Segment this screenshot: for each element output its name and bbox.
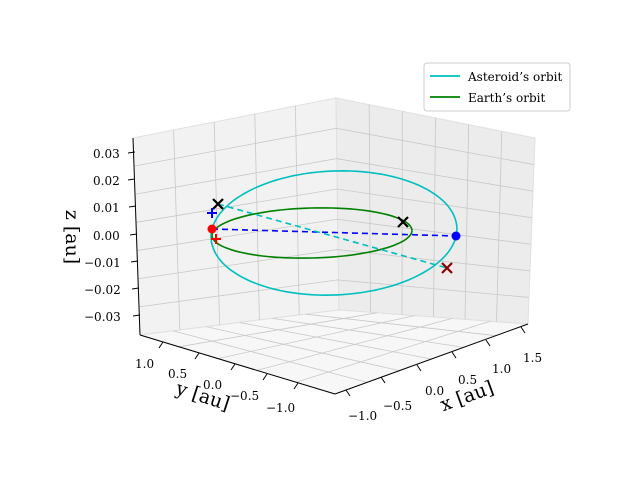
earth-orbit-line — [211, 207, 413, 259]
gridline — [133, 127, 337, 167]
gridline — [173, 129, 181, 331]
z-tick-label: −0.01 — [84, 256, 121, 270]
z-tick-mark — [131, 287, 140, 290]
y-tick-mark — [293, 382, 299, 390]
y-tick-mark — [158, 341, 164, 349]
x-tick-label: −1.0 — [348, 409, 377, 423]
axis-edges — [132, 137, 529, 395]
gridline — [335, 279, 530, 298]
y-tick-label: −0.5 — [230, 389, 259, 403]
gridline — [137, 249, 339, 280]
legend-box — [423, 62, 571, 112]
x-marker — [441, 262, 453, 274]
gridlines — [133, 104, 535, 383]
y-tick-label: −1.0 — [266, 401, 295, 415]
z-tick-mark — [129, 233, 138, 236]
gridline — [136, 218, 338, 251]
axes-panes — [132, 97, 536, 395]
gridline — [335, 188, 533, 219]
z-tick-label: 0.03 — [93, 147, 120, 161]
x-tick-mark — [380, 376, 386, 384]
x-axis-line — [334, 323, 529, 395]
gridline — [335, 158, 534, 192]
gridline — [368, 104, 371, 313]
gridline — [335, 218, 532, 245]
gridline — [206, 326, 400, 372]
legend-label-earth: Earth’s orbit — [468, 91, 545, 105]
plus-marker — [207, 208, 217, 218]
x-tick-label: 0.0 — [425, 384, 444, 398]
x-tick-mark — [485, 339, 491, 347]
z-tick-mark — [128, 205, 137, 208]
legend: Asteroid’s orbit Earth’s orbit — [423, 62, 571, 112]
x-tick-label: 1.5 — [523, 351, 542, 365]
y-axis-ticks: 1.0 0.5 0.0 −0.5 −1.0 — [135, 341, 299, 415]
y-tick-label: 0.0 — [203, 378, 222, 392]
gridline — [254, 113, 260, 321]
y-tick-label: 0.5 — [168, 367, 187, 381]
x-tick-mark — [416, 364, 422, 372]
z-tick-label: 0.01 — [93, 201, 120, 215]
earth-line-of-sight — [211, 228, 457, 237]
z-tick-label: −0.02 — [84, 283, 121, 297]
y-tick-mark — [262, 373, 268, 381]
gridline — [272, 317, 464, 348]
x-marker — [397, 216, 409, 228]
gridline — [173, 330, 368, 383]
marker-layer — [207, 198, 461, 274]
z-axis-line — [132, 137, 141, 336]
z-axis-label: z [au] — [61, 210, 83, 264]
y-tick-mark — [194, 352, 200, 360]
z-tick-mark — [127, 178, 136, 181]
z-tick-label: 0.02 — [93, 174, 120, 188]
dot-marker — [451, 231, 461, 241]
gridline — [305, 313, 496, 337]
x-tick-label: 1.0 — [492, 362, 511, 376]
z-tick-label: −0.03 — [84, 310, 121, 324]
gridline — [496, 131, 503, 322]
x-tick-label: 0.5 — [458, 373, 477, 387]
gridline — [138, 279, 339, 308]
plus-marker — [211, 234, 221, 244]
gridline — [335, 127, 535, 165]
z-tick-mark — [130, 260, 139, 263]
x-marker — [212, 198, 224, 210]
z-tick-label: 0.00 — [93, 229, 120, 243]
x-tick-mark — [520, 326, 526, 334]
gridline — [239, 322, 432, 360]
z-axis-ticks: 0.03 0.02 0.01 0.00 −0.01 −0.02 −0.03 — [84, 147, 141, 324]
legend-label-asteroid: Asteroid’s orbit — [467, 70, 562, 84]
x-tick-label: −0.5 — [383, 399, 412, 413]
gridline — [135, 188, 338, 223]
z-tick-mark — [132, 314, 141, 317]
gridline — [213, 121, 220, 326]
x-axis-ticks: −1.0 −0.5 0.0 0.5 1.0 1.5 — [345, 326, 542, 423]
x-tick-mark — [451, 351, 457, 359]
dot-marker — [207, 224, 217, 234]
z-tick-mark — [127, 151, 136, 154]
gridline — [134, 158, 337, 195]
y-tick-mark — [230, 363, 236, 371]
gridline — [295, 105, 300, 316]
gridline — [433, 117, 436, 318]
x-tick-mark — [345, 389, 351, 397]
gridline — [464, 124, 470, 320]
y-tick-label: 1.0 — [135, 357, 154, 371]
y-axis-line — [139, 334, 336, 395]
